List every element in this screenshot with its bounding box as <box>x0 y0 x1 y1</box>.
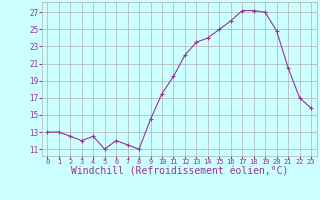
X-axis label: Windchill (Refroidissement éolien,°C): Windchill (Refroidissement éolien,°C) <box>70 166 288 176</box>
